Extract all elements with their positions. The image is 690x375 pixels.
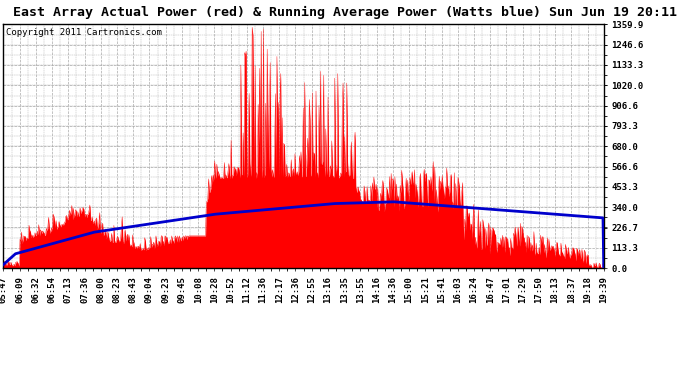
Text: Copyright 2011 Cartronics.com: Copyright 2011 Cartronics.com bbox=[6, 28, 162, 37]
Text: East Array Actual Power (red) & Running Average Power (Watts blue) Sun Jun 19 20: East Array Actual Power (red) & Running … bbox=[13, 6, 677, 19]
